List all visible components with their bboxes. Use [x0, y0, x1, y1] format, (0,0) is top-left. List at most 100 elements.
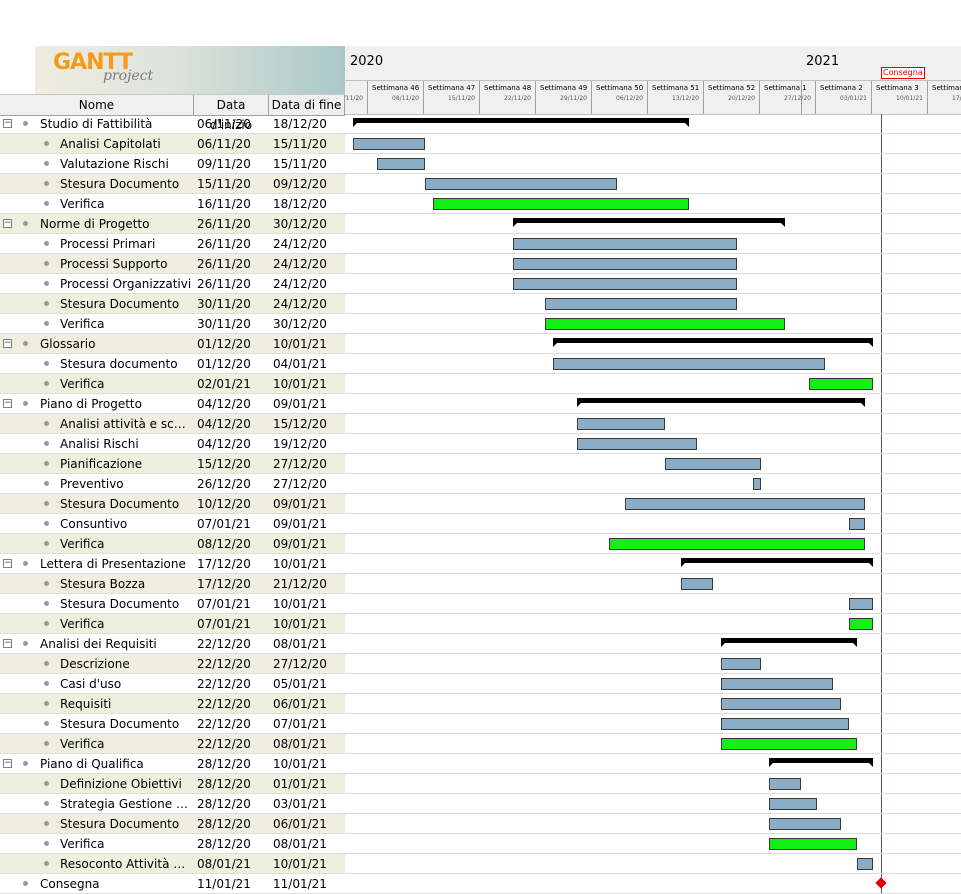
task-row[interactable]: Analisi Capitolati 06/11/20 15/11/20: [0, 134, 345, 154]
task-row[interactable]: Analisi Rischi 04/12/20 19/12/20: [0, 434, 345, 454]
task-bar[interactable]: [577, 418, 665, 430]
task-row[interactable]: Descrizione 22/12/20 27/12/20: [0, 654, 345, 674]
task-start-date: 10/12/20: [197, 497, 251, 511]
week-column: Settimana 52 20/12/20: [703, 81, 759, 114]
task-row[interactable]: Verifica 30/11/20 30/12/20: [0, 314, 345, 334]
summary-bar[interactable]: [513, 218, 785, 227]
task-group-row[interactable]: − Glossario 01/12/20 10/01/21: [0, 334, 345, 354]
verification-task-bar[interactable]: [545, 318, 785, 330]
task-row[interactable]: Stesura Documento 15/11/20 09/12/20: [0, 174, 345, 194]
verification-task-bar[interactable]: [769, 838, 857, 850]
task-row[interactable]: Stesura Documento 10/12/20 09/01/21: [0, 494, 345, 514]
task-row[interactable]: Stesura Documento 28/12/20 06/01/21: [0, 814, 345, 834]
task-row[interactable]: Resoconto Attività Verif… 08/01/21 10/01/2…: [0, 854, 345, 874]
year-divider: [801, 80, 802, 114]
task-bar[interactable]: [553, 358, 825, 370]
task-group-row[interactable]: − Piano di Progetto 04/12/20 09/01/21: [0, 394, 345, 414]
task-row[interactable]: Preventivo 26/12/20 27/12/20: [0, 474, 345, 494]
task-row[interactable]: Stesura Documento 22/12/20 07/01/21: [0, 714, 345, 734]
chart-row: [345, 534, 961, 554]
task-bar[interactable]: [625, 498, 865, 510]
chart-row: [345, 234, 961, 254]
column-header-end[interactable]: Data di fine: [269, 95, 345, 115]
task-row[interactable]: Strategia Gestione Qual… 28/12/20 03/01/21: [0, 794, 345, 814]
task-row[interactable]: Stesura documento 01/12/20 04/01/21: [0, 354, 345, 374]
task-group-row[interactable]: − Analisi dei Requisiti 22/12/20 08/01/21: [0, 634, 345, 654]
task-row[interactable]: Analisi attività e scaden… 04/12/20 15/12/…: [0, 414, 345, 434]
task-bar[interactable]: [353, 138, 425, 150]
task-bar[interactable]: [857, 858, 873, 870]
task-bar[interactable]: [769, 798, 817, 810]
collapse-toggle-icon[interactable]: −: [3, 758, 12, 768]
task-group-row[interactable]: Consegna 11/01/21 11/01/21: [0, 874, 345, 894]
task-bar[interactable]: [721, 718, 849, 730]
task-row[interactable]: Processi Primari 26/11/20 24/12/20: [0, 234, 345, 254]
task-bar[interactable]: [849, 598, 873, 610]
verification-task-bar[interactable]: [721, 738, 857, 750]
verification-task-bar[interactable]: [433, 198, 689, 210]
task-bar[interactable]: [721, 698, 841, 710]
summary-bar[interactable]: [553, 338, 873, 347]
collapse-toggle-icon[interactable]: −: [3, 558, 12, 568]
summary-bar[interactable]: [681, 558, 873, 567]
task-group-row[interactable]: − Lettera di Presentazione 17/12/20 10/01/2…: [0, 554, 345, 574]
task-row[interactable]: Processi Supporto 26/11/20 24/12/20: [0, 254, 345, 274]
summary-bar[interactable]: [577, 398, 865, 407]
task-row[interactable]: Processi Organizzativi 26/11/20 24/12/20: [0, 274, 345, 294]
task-row[interactable]: Pianificazione 15/12/20 27/12/20: [0, 454, 345, 474]
task-row[interactable]: Verifica 07/01/21 10/01/21: [0, 614, 345, 634]
task-row[interactable]: Consuntivo 07/01/21 09/01/21: [0, 514, 345, 534]
task-name: Consuntivo: [60, 517, 128, 531]
task-row[interactable]: Verifica 22/12/20 08/01/21: [0, 734, 345, 754]
summary-bar[interactable]: [353, 118, 689, 127]
collapse-toggle-icon[interactable]: −: [3, 638, 12, 648]
task-name: Glossario: [40, 337, 96, 351]
summary-bar[interactable]: [721, 638, 857, 647]
task-row[interactable]: Definizione Obiettivi 28/12/20 01/01/21: [0, 774, 345, 794]
task-row[interactable]: Stesura Documento 30/11/20 24/12/20: [0, 294, 345, 314]
task-row[interactable]: Casi d'uso 22/12/20 05/01/21: [0, 674, 345, 694]
task-bar[interactable]: [665, 458, 761, 470]
task-bar[interactable]: [769, 778, 801, 790]
task-row[interactable]: Stesura Documento 07/01/21 10/01/21: [0, 594, 345, 614]
task-row[interactable]: Stesura Bozza 17/12/20 21/12/20: [0, 574, 345, 594]
task-bar[interactable]: [577, 438, 697, 450]
collapse-toggle-icon[interactable]: −: [3, 338, 12, 348]
task-bar[interactable]: [721, 678, 833, 690]
task-name: Verifica: [60, 537, 105, 551]
task-end-date: 18/12/20: [273, 197, 327, 211]
task-row[interactable]: Verifica 02/01/21 10/01/21: [0, 374, 345, 394]
task-end-date: 09/01/21: [273, 397, 327, 411]
summary-bar[interactable]: [769, 758, 873, 767]
column-header-name[interactable]: Nome: [0, 95, 194, 115]
task-row[interactable]: Verifica 28/12/20 08/01/21: [0, 834, 345, 854]
task-bar[interactable]: [849, 518, 865, 530]
collapse-toggle-icon[interactable]: −: [3, 118, 12, 128]
verification-task-bar[interactable]: [609, 538, 865, 550]
task-group-row[interactable]: − Studio di Fattibilità 06/11/20 18/12/20: [0, 114, 345, 134]
task-bar[interactable]: [513, 278, 737, 290]
task-group-row[interactable]: − Norme di Progetto 26/11/20 30/12/20: [0, 214, 345, 234]
task-group-row[interactable]: − Piano di Qualifica 28/12/20 10/01/21: [0, 754, 345, 774]
task-row[interactable]: Valutazione Rischi 09/11/20 15/11/20: [0, 154, 345, 174]
collapse-toggle-icon[interactable]: −: [3, 218, 12, 228]
task-bar[interactable]: [769, 818, 841, 830]
task-bar[interactable]: [513, 238, 737, 250]
task-row[interactable]: Requisiti 22/12/20 06/01/21: [0, 694, 345, 714]
task-row[interactable]: Verifica 08/12/20 09/01/21: [0, 534, 345, 554]
task-bar[interactable]: [753, 478, 761, 490]
task-bar[interactable]: [513, 258, 737, 270]
task-name: Verifica: [60, 737, 105, 751]
column-header-start[interactable]: Data d'inizio: [194, 95, 269, 132]
task-bullet-icon: [23, 221, 28, 226]
task-bar[interactable]: [681, 578, 713, 590]
collapse-toggle-icon[interactable]: −: [3, 398, 12, 408]
task-row[interactable]: Verifica 16/11/20 18/12/20: [0, 194, 345, 214]
task-bar[interactable]: [721, 658, 761, 670]
task-bullet-icon: [44, 361, 49, 366]
task-bar[interactable]: [545, 298, 737, 310]
verification-task-bar[interactable]: [849, 618, 873, 630]
verification-task-bar[interactable]: [809, 378, 873, 390]
task-bar[interactable]: [377, 158, 425, 170]
task-bar[interactable]: [425, 178, 617, 190]
